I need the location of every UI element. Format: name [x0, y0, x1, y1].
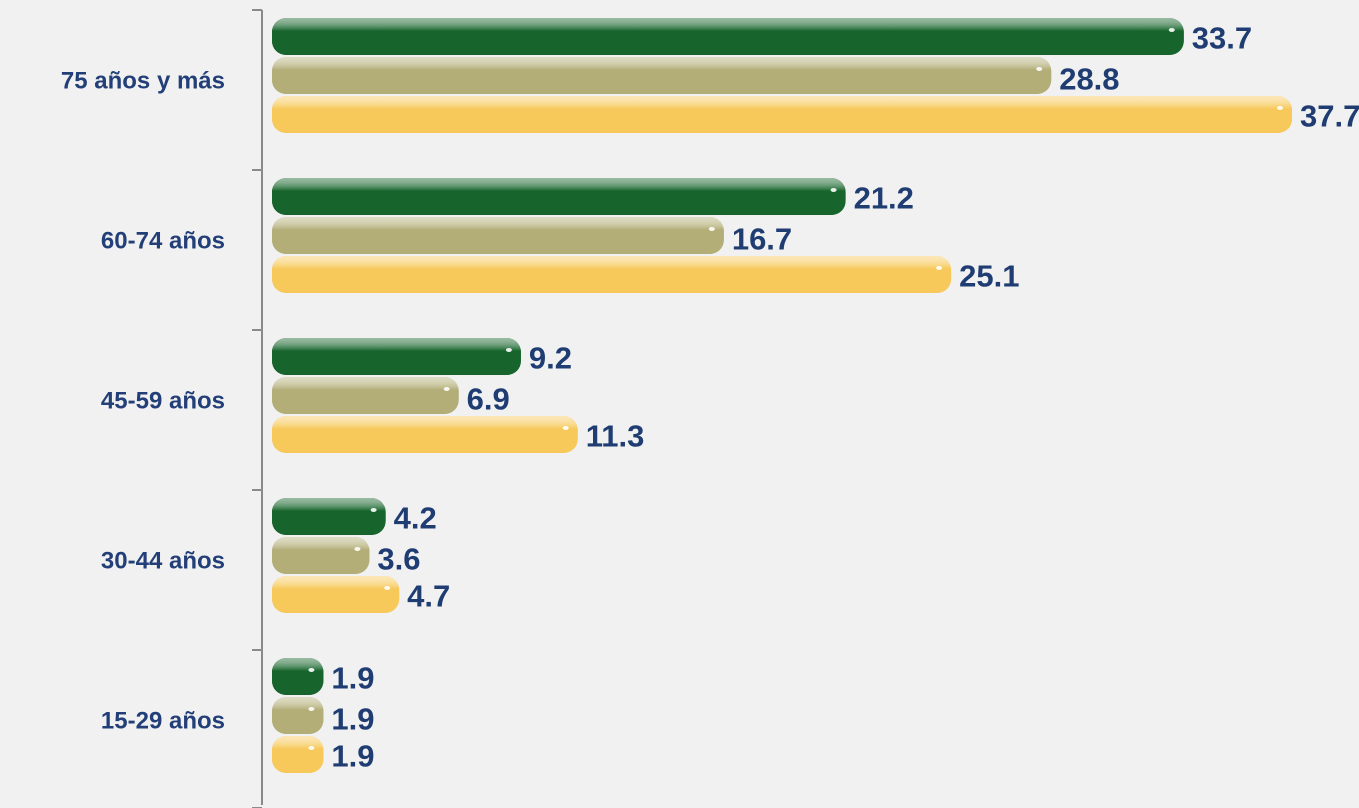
value-label: 11.3	[586, 419, 645, 454]
bar-shine	[272, 537, 370, 574]
value-label: 28.8	[1059, 62, 1119, 97]
bar-shine	[272, 736, 324, 773]
bar-shine	[272, 256, 952, 293]
value-label: 25.1	[959, 259, 1019, 294]
bar-highlight	[308, 707, 315, 711]
bar-shine	[272, 377, 459, 414]
bar-shine	[272, 498, 386, 535]
value-label: 21.2	[854, 181, 914, 216]
value-label: 4.7	[407, 579, 450, 614]
bar-shine	[272, 178, 846, 215]
value-label: 4.2	[394, 501, 437, 536]
bar-highlight	[1168, 28, 1175, 32]
bar-highlight	[308, 668, 315, 672]
category-label: 75 años y más	[61, 67, 225, 94]
value-label: 33.7	[1192, 21, 1252, 56]
value-label: 9.2	[529, 341, 572, 376]
bar-highlight	[308, 746, 315, 750]
category-label: 60-74 años	[101, 227, 225, 254]
bar-shine	[272, 217, 724, 254]
bar-highlight	[370, 508, 377, 512]
bar-shine	[272, 416, 578, 453]
bar-shine	[272, 338, 521, 375]
bar-highlight	[384, 586, 391, 590]
bar-highlight	[830, 188, 837, 192]
bar-highlight	[562, 426, 569, 430]
bar-highlight	[936, 266, 943, 270]
bar-shine	[272, 658, 324, 695]
category-label: 15-29 años	[101, 707, 225, 734]
bar-shine	[272, 697, 324, 734]
value-label: 37.7	[1300, 99, 1359, 134]
value-label: 3.6	[377, 542, 420, 577]
bar-highlight	[354, 547, 361, 551]
bar-shine	[272, 96, 1292, 133]
value-label: 1.9	[331, 661, 374, 696]
value-label: 16.7	[732, 222, 792, 257]
category-label: 45-59 años	[101, 387, 225, 414]
bar-highlight	[443, 387, 450, 391]
category-label: 30-44 años	[101, 547, 225, 574]
bar-shine	[272, 576, 400, 613]
bar-shine	[272, 18, 1184, 55]
bar-shine	[272, 57, 1052, 94]
value-label: 6.9	[467, 382, 510, 417]
value-label: 1.9	[331, 702, 374, 737]
value-label: 1.9	[331, 739, 374, 774]
bar-highlight	[505, 348, 512, 352]
bar-highlight	[1277, 106, 1283, 110]
bar-highlight	[1036, 67, 1043, 71]
bar-highlight	[708, 227, 715, 231]
